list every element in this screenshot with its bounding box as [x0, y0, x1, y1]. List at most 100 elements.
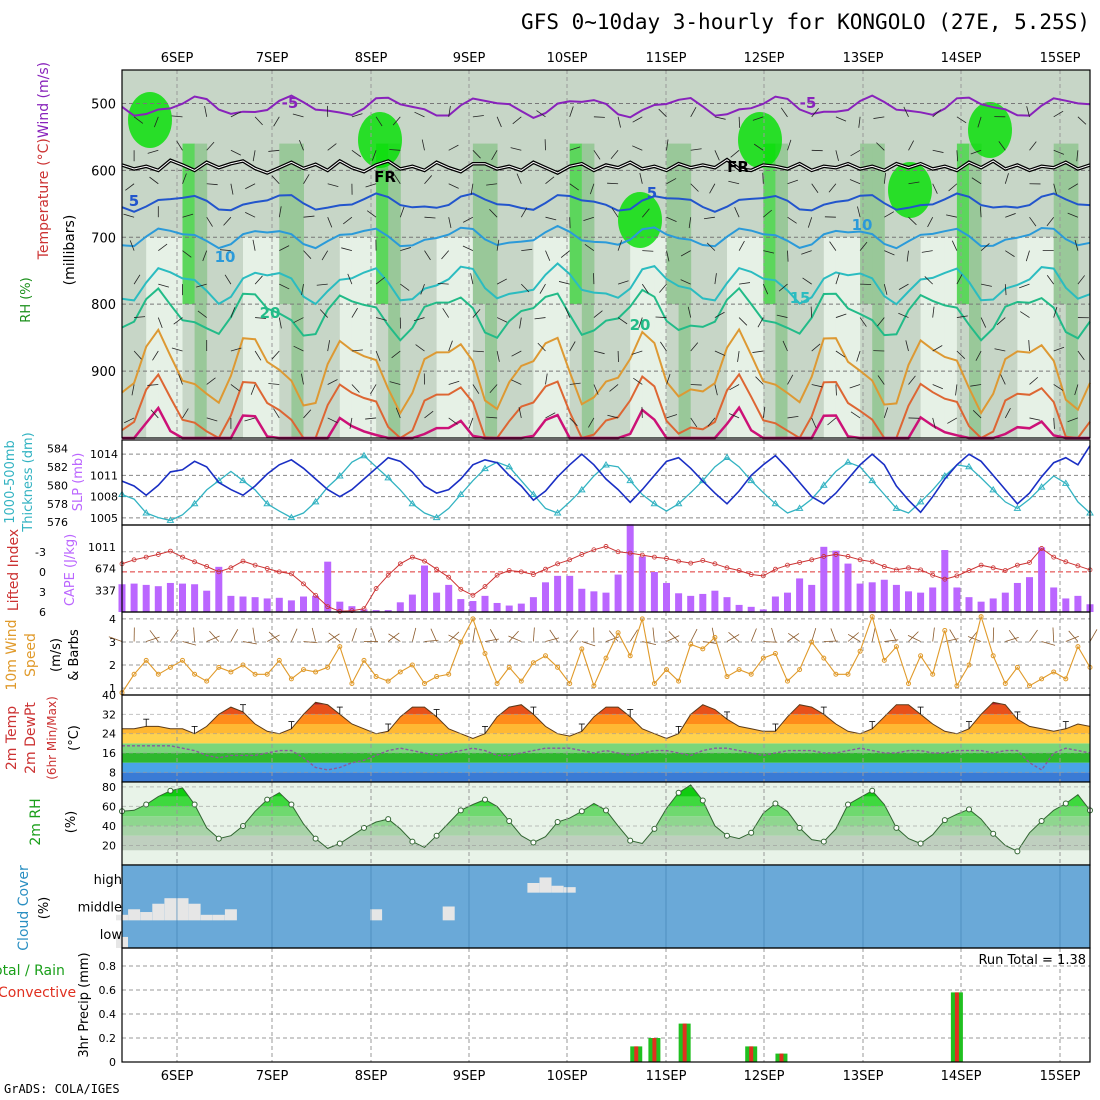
upper-wind-barb [690, 148, 702, 151]
rh2m-marker [627, 837, 634, 844]
upper-wind-barb [666, 178, 677, 185]
cloud-bar-high [527, 882, 540, 893]
upper-wind-barb [470, 273, 474, 285]
wind-speed-marker [131, 671, 137, 677]
contour-label: -5 [800, 94, 817, 112]
upper-wind-barb [666, 373, 671, 385]
upper-wind-barb [327, 340, 331, 352]
thickness-marker [456, 490, 465, 498]
lifted-index-marker [373, 586, 379, 591]
rh-lower-column [545, 237, 559, 438]
thickness-marker [311, 497, 320, 505]
upper-wind-barb [271, 175, 280, 185]
rh-moist-column [1053, 143, 1067, 305]
lifted-index-marker [531, 572, 536, 577]
lifted-index-marker [676, 558, 681, 564]
upper-wind-barb [850, 149, 861, 157]
upper-wind-barb [1053, 384, 1064, 391]
bottom-date-label: 11SEP [646, 1069, 687, 1084]
rh-lower-column [497, 237, 510, 438]
lifted-index-marker [397, 561, 403, 567]
cape-bar [300, 596, 307, 612]
lifted-index-marker [301, 581, 306, 587]
upper-wind-barb [583, 216, 595, 221]
lifted-index-marker [543, 566, 548, 572]
upper-wind-barb [666, 216, 677, 223]
upper-wind-barb [470, 183, 474, 195]
upper-wind-barb [611, 207, 619, 218]
wind-speed-marker [651, 680, 657, 686]
wind-barb-10m [605, 636, 620, 642]
cloud-row-label: middle [78, 901, 122, 916]
upper-wind-barb [714, 116, 726, 120]
upper-wind-barb [932, 417, 936, 429]
upper-wind-barb [778, 283, 788, 292]
cloud-bar-middle [128, 909, 141, 921]
temp-tick-label: 24 [102, 728, 116, 741]
pressure-tick-label: 500 [91, 97, 116, 112]
lifted-index-marker [615, 549, 621, 555]
top-date-label: 8SEP [355, 51, 388, 66]
lifted-index-marker [409, 554, 415, 560]
wind-barb-10m [968, 630, 979, 642]
cape-bar [832, 550, 840, 612]
li-tick-label: -3 [35, 546, 46, 559]
rh2m-marker [603, 807, 609, 814]
lifted-index-marker [131, 557, 137, 563]
temperature-contour [121, 192, 1091, 213]
upper-wind-barb [730, 149, 740, 158]
upper-wind-barb [714, 350, 726, 356]
upper-wind-barb [400, 283, 410, 291]
upper-wind-barb [755, 376, 764, 385]
wind-speed-marker [821, 655, 827, 661]
contour-label: 10 [215, 248, 236, 266]
dewpoint-line [122, 745, 1091, 771]
rh-lower-column [460, 237, 474, 438]
rh-lower-column [1041, 237, 1055, 438]
upper-wind-barb [565, 307, 571, 318]
upper-wind-barb [660, 341, 667, 352]
rh-lower-column [436, 237, 450, 438]
upper-wind-barb [593, 350, 605, 355]
rh2m-unit-label: (%) [64, 811, 79, 834]
upper-wind-barb [666, 414, 678, 419]
upper-wind-barb [171, 347, 183, 352]
cape-bar [154, 586, 162, 612]
cape-bar [542, 582, 549, 612]
upper-wind-barb [545, 412, 556, 419]
thickness-tick-label: 576 [47, 516, 68, 529]
rh-lower-column [896, 237, 909, 438]
wind-speed-marker [446, 671, 452, 677]
cape-bar [759, 609, 767, 612]
upper-wind-barb [472, 115, 484, 118]
upper-wind-barb [776, 314, 788, 318]
slp-frame [121, 439, 1091, 526]
upper-wind-barb [342, 216, 353, 225]
upper-wind-barb [223, 216, 232, 226]
wind-barb-10m [726, 634, 740, 642]
wind-speed-marker [1075, 644, 1081, 650]
upper-wind-barb [709, 183, 716, 194]
upper-wind-barb [787, 179, 799, 185]
thickness-marker [795, 504, 804, 511]
upper-wind-barb [230, 347, 242, 352]
wind-barb-10m [146, 636, 160, 642]
lifted-index-marker [736, 568, 742, 573]
temperature-contour [121, 262, 1091, 306]
wind-speed-marker [736, 667, 742, 673]
upper-wind-barb [1025, 250, 1030, 262]
upper-wind-barb [1028, 340, 1030, 352]
wind-speed-marker [615, 630, 621, 636]
upper-wind-barb [182, 213, 194, 218]
upper-wind-barb [303, 409, 312, 419]
lifted-index-marker [809, 557, 815, 563]
lifted-index-marker [155, 552, 161, 557]
upper-wind-barb [147, 149, 159, 154]
upper-wind-barb [245, 183, 256, 190]
wind10m-axis-label-a: 10m Wind [4, 619, 20, 690]
thickness-marker [384, 473, 393, 481]
rh2m-marker [433, 832, 440, 839]
upper-wind-barb [1077, 116, 1087, 125]
upper-wind-barb [908, 375, 916, 385]
